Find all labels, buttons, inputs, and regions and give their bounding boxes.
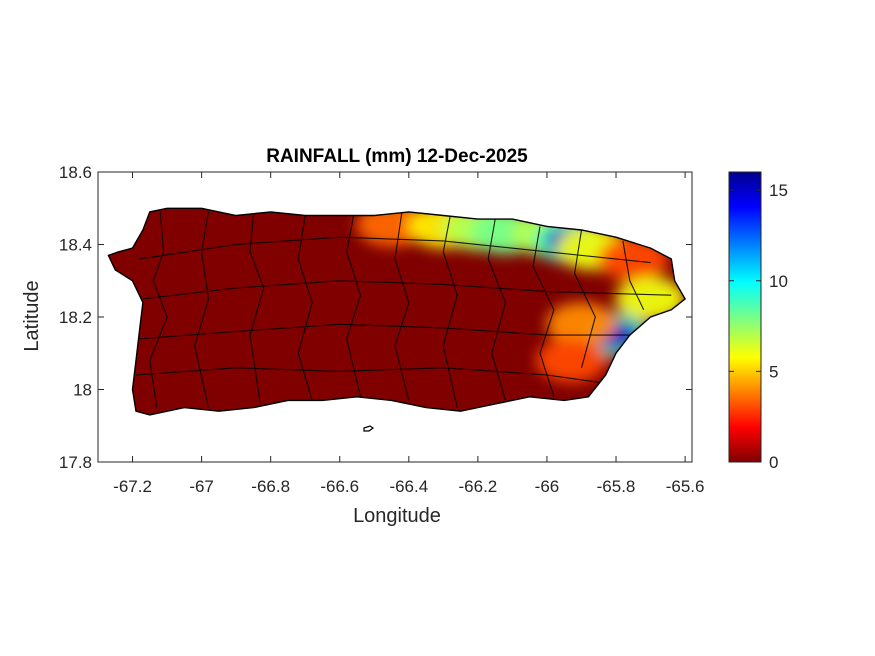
- colorbar: [728, 171, 762, 463]
- x-tick-label: -66.2: [459, 477, 498, 496]
- x-tick-label: -66.4: [389, 477, 428, 496]
- colorbar-tick-label: 0: [769, 453, 778, 472]
- x-axis: -67.2 -67 -66.8 -66.6 -66.4 -66.2 -66 -65.8 -65.…: [113, 172, 704, 496]
- colorbar-tick-label: 10: [769, 272, 788, 291]
- municipality-boundary: [297, 215, 313, 401]
- municipality-boundary: [194, 211, 210, 408]
- chart-title: RAINFALL (mm) 12-Dec-2025: [266, 146, 528, 167]
- municipality-boundary: [135, 367, 599, 383]
- y-axis-label: Latitude: [21, 280, 43, 351]
- y-tick-label: 18.4: [59, 236, 92, 255]
- x-tick-label: -65.6: [666, 477, 705, 496]
- x-tick-label: -66.6: [320, 477, 359, 496]
- y-axis: 17.8 18 18.2 18.4 18.6: [59, 163, 692, 472]
- x-tick-label: -66: [535, 477, 560, 496]
- colorbar-tick-label: 15: [769, 181, 788, 200]
- rain-cell: [535, 338, 607, 383]
- municipality-boundary: [622, 240, 645, 311]
- colorbar-ticks: 0 5 10 15: [729, 181, 788, 472]
- municipality-boundary: [394, 211, 410, 401]
- x-tick-label: -67: [189, 477, 214, 496]
- municipality-boundary: [346, 215, 362, 397]
- island-outline: [107, 207, 687, 416]
- x-tick-label: -67.2: [113, 477, 152, 496]
- y-tick-label: 17.8: [59, 453, 92, 472]
- x-axis-label: Longitude: [353, 505, 441, 527]
- municipality-boundary: [249, 215, 265, 405]
- colorbar-tick-label: 5: [769, 362, 778, 381]
- y-tick-label: 18.2: [59, 308, 92, 327]
- y-tick-label: 18.6: [59, 163, 92, 182]
- x-tick-label: -65.8: [597, 477, 636, 496]
- municipality-boundary: [139, 236, 651, 264]
- small-island: [363, 425, 375, 432]
- municipality-boundary: [442, 215, 458, 408]
- municipality-boundary: [532, 226, 555, 397]
- municipality-boundary: [149, 211, 168, 408]
- municipality-boundary: [139, 323, 630, 340]
- municipality-boundaries: [135, 211, 672, 408]
- municipality-boundary: [142, 280, 672, 300]
- municipality-boundary: [574, 229, 596, 368]
- y-tick-label: 18: [73, 381, 92, 400]
- x-tick-label: -66.8: [251, 477, 290, 496]
